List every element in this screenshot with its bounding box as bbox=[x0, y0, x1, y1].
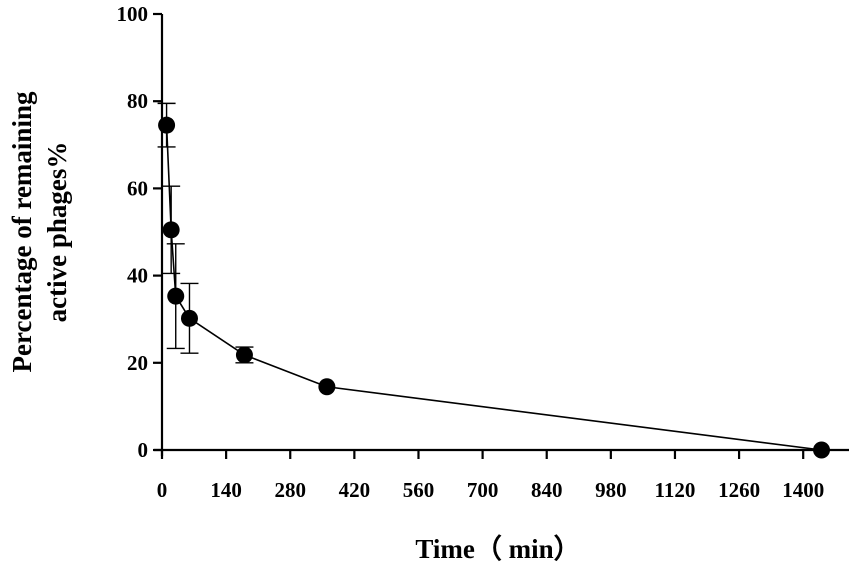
y-axis-ticks: 0 20 40 60 80 100 bbox=[117, 2, 162, 462]
data-points bbox=[158, 116, 831, 459]
data-point bbox=[813, 441, 831, 459]
x-tick-label: 1120 bbox=[655, 478, 696, 502]
x-tick-label: 420 bbox=[339, 478, 371, 502]
data-point bbox=[167, 287, 185, 305]
x-axis-ticks: 0 140 280 420 560 700 840 980 1120 1260 1400 bbox=[157, 450, 824, 502]
y-tick-label: 60 bbox=[127, 176, 148, 200]
series-line bbox=[165, 125, 822, 451]
x-tick-label: 980 bbox=[595, 478, 627, 502]
y-tick-label: 40 bbox=[127, 264, 148, 288]
data-point bbox=[180, 309, 198, 327]
y-tick-label: 0 bbox=[138, 438, 149, 462]
y-tick-label: 100 bbox=[117, 2, 149, 26]
y-tick-label: 20 bbox=[127, 351, 148, 375]
x-tick-label: 1260 bbox=[718, 478, 760, 502]
data-point bbox=[235, 346, 253, 364]
data-point bbox=[162, 221, 180, 239]
y-tick-label: 80 bbox=[127, 89, 148, 113]
data-point bbox=[158, 116, 176, 134]
x-tick-label: 840 bbox=[531, 478, 563, 502]
y-axis-title-line-1: Percentage of remaining bbox=[7, 91, 37, 372]
x-axis-title: Time（ min） bbox=[415, 534, 580, 564]
x-tick-label: 140 bbox=[210, 478, 242, 502]
data-point bbox=[318, 378, 336, 396]
y-axis-title-line-2: active phages% bbox=[42, 142, 72, 323]
x-tick-label: 700 bbox=[467, 478, 499, 502]
x-tick-label: 0 bbox=[157, 478, 168, 502]
x-tick-label: 280 bbox=[274, 478, 306, 502]
x-tick-label: 560 bbox=[403, 478, 435, 502]
x-tick-label: 1400 bbox=[782, 478, 824, 502]
